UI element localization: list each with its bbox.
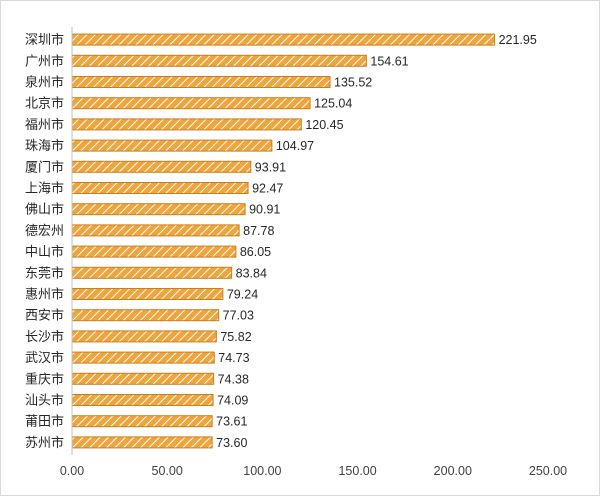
value-label: 154.61 (370, 54, 408, 68)
value-label: 73.61 (216, 415, 247, 429)
category-label: 惠州市 (25, 287, 64, 303)
value-label: 77.03 (223, 309, 254, 323)
category-label: 福州市 (25, 117, 64, 133)
category-label: 武汉市 (25, 350, 64, 366)
bar (71, 160, 252, 173)
category-label: 上海市 (25, 181, 64, 197)
bar (71, 266, 233, 279)
category-label: 重庆市 (25, 371, 64, 387)
bar (71, 76, 331, 88)
bar (71, 309, 220, 322)
value-label: 135.52 (334, 76, 372, 90)
x-tick-label: 0.00 (60, 464, 84, 478)
value-label: 93.91 (255, 160, 286, 174)
bar (71, 118, 302, 131)
bar (71, 224, 240, 237)
bar (71, 182, 249, 194)
category-label: 西安市 (25, 308, 64, 324)
value-label: 90.91 (249, 203, 280, 217)
value-label: 92.47 (252, 182, 283, 196)
category-label: 莆田市 (25, 414, 64, 430)
value-label: 83.84 (236, 266, 267, 280)
category-label: 深圳市 (25, 32, 64, 48)
bar (71, 245, 237, 258)
value-label: 125.04 (314, 97, 352, 111)
bar (71, 394, 214, 406)
category-labels: 深圳市广州市泉州市北京市福州市珠海市厦门市上海市佛山市德宏州中山市东莞市惠州市西… (25, 32, 64, 451)
x-axis-ticks: 0.00 50.00 100.00 150.00 200.00 250.00 (60, 464, 567, 478)
value-label: 74.73 (218, 351, 249, 365)
category-label: 苏州市 (25, 435, 64, 451)
bar (71, 288, 224, 300)
value-label: 79.24 (227, 288, 258, 302)
bar (71, 330, 217, 343)
value-label: 221.95 (499, 33, 537, 47)
value-label: 86.05 (240, 245, 271, 259)
value-label: 74.38 (218, 372, 249, 386)
category-label: 珠海市 (25, 138, 64, 154)
x-tick-label: 50.00 (152, 464, 183, 478)
bars-layer (71, 33, 496, 449)
bar (71, 54, 367, 67)
bar (71, 436, 213, 449)
category-label: 广州市 (25, 53, 64, 69)
bar (71, 415, 213, 428)
category-label: 厦门市 (25, 159, 64, 175)
bar (71, 33, 496, 46)
x-tick-label: 200.00 (434, 464, 472, 478)
category-label: 东莞市 (25, 265, 64, 281)
value-label: 73.60 (216, 436, 247, 450)
bar (71, 351, 215, 364)
category-label: 中山市 (25, 244, 64, 260)
x-tick-label: 100.00 (243, 464, 281, 478)
bar (71, 139, 273, 152)
bar (71, 97, 311, 110)
bar (71, 203, 246, 216)
x-tick-label: 250.00 (529, 464, 567, 478)
value-label: 74.09 (217, 394, 248, 408)
category-label: 汕头市 (25, 393, 64, 409)
value-label: 120.45 (305, 118, 343, 132)
category-label: 泉州市 (25, 75, 64, 91)
x-tick-label: 150.00 (338, 464, 376, 478)
value-labels: 221.95 154.61 135.52 125.04 120.45 104.97 93.9… (216, 33, 537, 450)
value-label: 75.82 (220, 330, 251, 344)
bar (71, 372, 215, 385)
category-label: 佛山市 (25, 202, 64, 218)
category-label: 北京市 (25, 96, 64, 112)
value-label: 104.97 (276, 139, 314, 153)
category-label: 德宏州 (25, 224, 64, 239)
value-label: 87.78 (243, 224, 274, 238)
category-label: 长沙市 (25, 329, 64, 345)
